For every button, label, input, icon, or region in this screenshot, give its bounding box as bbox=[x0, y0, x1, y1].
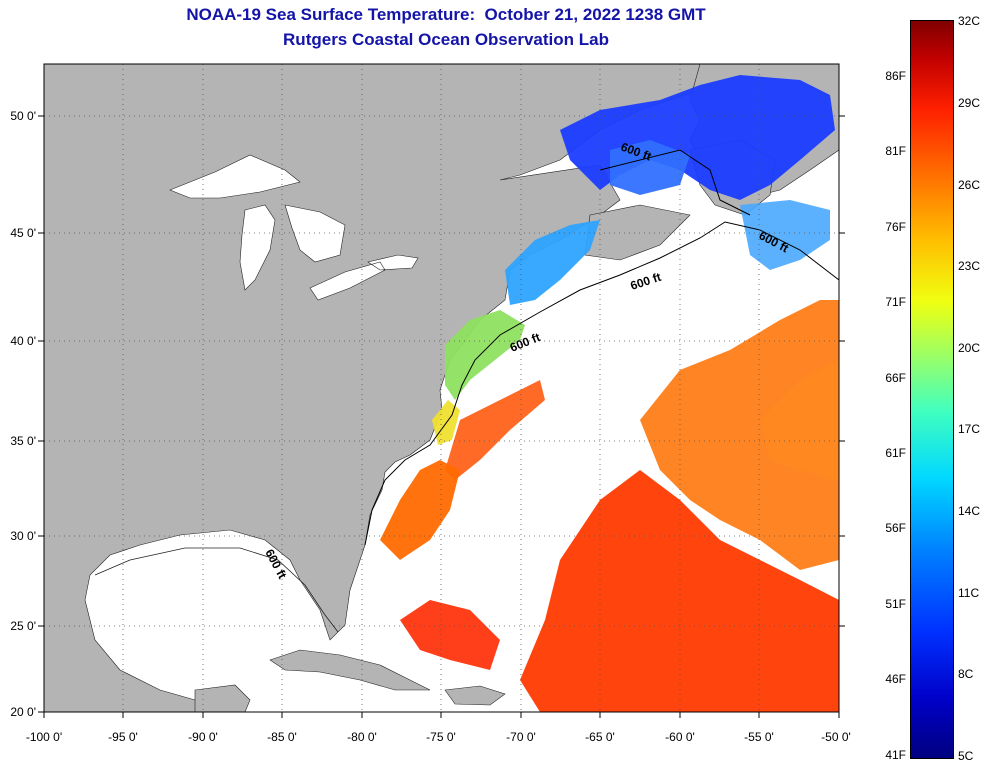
sst-southeast-coast bbox=[380, 460, 460, 560]
lon-label-50: -50 0' bbox=[821, 730, 851, 744]
shelf-contour-600ft-north bbox=[599, 149, 751, 216]
lat-label-35: 35 0' bbox=[10, 434, 36, 448]
lon-label-65: -65 0' bbox=[585, 730, 615, 744]
lon-label-55: -55 0' bbox=[744, 730, 774, 744]
sst-gulf-stream-north bbox=[445, 380, 545, 480]
colorbar-c-label: 26C bbox=[958, 178, 981, 192]
shelf-contour-600ft bbox=[364, 221, 839, 546]
sst-sargasso bbox=[520, 470, 839, 712]
lat-label-30: 30 0' bbox=[10, 529, 36, 543]
sst-gulf-of-maine bbox=[505, 220, 600, 305]
lat-label-40: 40 0' bbox=[10, 334, 36, 348]
lon-label-70: -70 0' bbox=[506, 730, 536, 744]
lon-label-75: -75 0' bbox=[426, 730, 456, 744]
colorbar-f-label: 76F bbox=[885, 220, 906, 234]
sst-grand-banks bbox=[740, 200, 830, 270]
colorbar-c-label: 32C bbox=[958, 14, 981, 28]
lon-label-100: -100 0' bbox=[26, 730, 62, 744]
colorbar-f-label: 71F bbox=[885, 295, 906, 309]
sst-bahamas bbox=[400, 600, 500, 670]
colorbar-f-label: 41F bbox=[885, 748, 906, 762]
colorbar-f-label: 61F bbox=[885, 446, 906, 460]
colorbar-c-label: 11C bbox=[958, 586, 980, 600]
lon-label-60: -60 0' bbox=[665, 730, 695, 744]
colorbar-c-label: 29C bbox=[958, 96, 981, 110]
lat-label-45: 45 0' bbox=[10, 226, 36, 240]
lat-label-50: 50 0' bbox=[10, 109, 36, 123]
colorbar-f-label: 66F bbox=[885, 371, 906, 385]
sst-east-patch bbox=[760, 360, 839, 480]
colorbar-f-label: 56F bbox=[885, 521, 906, 535]
map-subtitle: Rutgers Coastal Ocean Observation Lab bbox=[283, 30, 609, 49]
colorbar-c-label: 17C bbox=[958, 422, 981, 436]
gulf-shelf-contour bbox=[94, 547, 339, 633]
sst-gulf-st-lawrence bbox=[610, 140, 690, 195]
frame-ticks bbox=[38, 115, 845, 718]
lat-label-20: 20 0' bbox=[10, 705, 36, 719]
colorbar-f-label: 46F bbox=[885, 672, 906, 686]
lon-label-90: -90 0' bbox=[188, 730, 218, 744]
lake-michigan-huron bbox=[239, 204, 346, 291]
colorbar-c-label: 8C bbox=[958, 667, 974, 681]
land-yucatan bbox=[194, 684, 251, 712]
land-north-america bbox=[44, 64, 721, 712]
lat-label-25: 25 0' bbox=[10, 619, 36, 633]
colorbar-c-label: 14C bbox=[958, 504, 981, 518]
colorbar-f-label: 51F bbox=[885, 597, 906, 611]
lon-label-80: -80 0' bbox=[347, 730, 377, 744]
lon-label-95: -95 0' bbox=[108, 730, 138, 744]
map-title: NOAA-19 Sea Surface Temperature: October… bbox=[186, 5, 706, 24]
lake-erie-ontario bbox=[309, 254, 419, 301]
colorbar-c-label: 23C bbox=[958, 259, 981, 273]
colorbar-f-label: 86F bbox=[885, 69, 906, 83]
colorbar-c-label: 5C bbox=[958, 749, 974, 763]
sst-open-atlantic bbox=[640, 300, 839, 570]
colorbar-f-label: 81F bbox=[885, 144, 906, 158]
lake-superior bbox=[169, 154, 301, 199]
lon-label-85: -85 0' bbox=[267, 730, 297, 744]
land-hispaniola bbox=[444, 685, 506, 706]
land-cuba bbox=[269, 649, 431, 691]
colorbar-c-label: 20C bbox=[958, 341, 981, 355]
temperature-colorbar bbox=[910, 20, 954, 759]
graticule bbox=[44, 64, 839, 712]
